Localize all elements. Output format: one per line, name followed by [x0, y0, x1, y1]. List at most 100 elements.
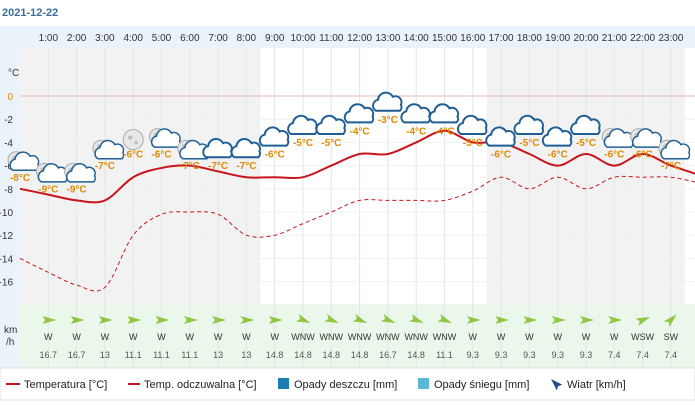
x-tick-label: 12:00: [347, 33, 372, 44]
x-tick-label: 16:00: [460, 33, 485, 44]
x-tick-label: 19:00: [545, 33, 570, 44]
wind-speed-label: 16.7: [40, 350, 58, 360]
wind-speed-label: 9.3: [580, 350, 593, 360]
wind-direction-label: W: [157, 332, 166, 342]
data-label-temperature: -5°C: [463, 138, 483, 149]
x-tick-label: 23:00: [658, 33, 683, 44]
x-tick-label: 5:00: [152, 33, 172, 44]
x-tick-label: 6:00: [180, 33, 200, 44]
wind-arrow-icon: [380, 314, 396, 323]
data-label-temperature: -4°C: [350, 126, 370, 137]
cloud-icon: [485, 126, 516, 147]
legend: Temperatura [°C] Temp. odczuwalna [°C] O…: [6, 378, 626, 391]
wind-arrow-icon: [212, 316, 227, 324]
y-tick-label: 0: [7, 92, 13, 103]
x-tick-label: 7:00: [208, 33, 228, 44]
wind-direction-label: W: [553, 332, 562, 342]
legend-box: [0, 367, 695, 401]
legend-snow-swatch: [418, 378, 429, 389]
wind-arrow-icon: [268, 316, 283, 324]
wind-speed-label: 13: [213, 350, 223, 360]
data-label-temperature: -5°C: [576, 138, 596, 149]
wind-band: [20, 304, 695, 368]
legend-rain-swatch: [278, 378, 289, 389]
wind-arrow-icon: [466, 316, 481, 324]
night-partly-cloudy-icon: [630, 128, 662, 148]
x-tick-label: 3:00: [95, 33, 115, 44]
wind-arrow-icon: [551, 316, 566, 324]
wind-speed-label: 7.4: [636, 350, 649, 360]
data-label-temperature: -6°C: [123, 150, 143, 161]
cloud-icon: [343, 103, 375, 124]
data-label-temperature: -6°C: [633, 150, 653, 161]
data-label-temperature: -5°C: [519, 138, 539, 149]
wind-speed-label: 11.1: [153, 350, 170, 360]
x-tick-label: 13:00: [375, 33, 400, 44]
wind-arrow-icon: [98, 316, 113, 324]
y-tick-label: -4: [4, 138, 13, 149]
night-partly-cloudy-icon: [92, 139, 125, 160]
data-label-temperature: -8°C: [10, 173, 30, 184]
data-label-temperature: -5°C: [293, 138, 313, 149]
wind-arrow-icon: [240, 316, 255, 324]
x-tick-label: 22:00: [630, 33, 655, 44]
y-tick-label: -10: [0, 208, 13, 219]
x-tick-label: 20:00: [573, 33, 598, 44]
cloud-icon: [428, 103, 460, 124]
x-tick-label: 2:00: [67, 33, 87, 44]
wind-arrow-icon: [352, 314, 368, 323]
x-tick-label: 21:00: [602, 33, 627, 44]
wind-direction-label: W: [525, 332, 534, 342]
x-tick-label: 9:00: [265, 33, 285, 44]
wind-arrow-icon: [635, 317, 651, 326]
wind-arrow-icon: [409, 314, 424, 323]
wind-direction-label: WNW: [348, 332, 372, 342]
wind-speed-label: 7.4: [608, 350, 621, 360]
data-label-temperature: -3°C: [378, 115, 398, 126]
night-partly-cloudy-icon: [149, 128, 181, 148]
wind-direction-label: W: [497, 332, 506, 342]
x-tick-label: 18:00: [517, 33, 542, 44]
night-partly-cloudy-icon: [601, 128, 634, 148]
x-tick-label: 4:00: [123, 33, 143, 44]
data-label-temperature: -6°C: [604, 150, 624, 161]
legend-snow: Opady śniegu [mm]: [434, 379, 529, 391]
data-label-temperature: -7°C: [661, 161, 681, 172]
series-feels-like-line: [19, 175, 695, 292]
wind-direction-label: W: [129, 332, 138, 342]
night-shade: [20, 48, 34, 304]
left-axis-band: [0, 26, 20, 368]
y-axis-unit: °C: [8, 68, 19, 79]
data-label-temperature: -6°C: [151, 150, 171, 161]
data-label-temperature: -9°C: [67, 184, 87, 195]
wind-speed-label: 9.3: [551, 350, 564, 360]
data-label-temperature: -4°C: [406, 126, 426, 137]
wind-speed-label: 14.8: [351, 350, 369, 360]
x-tick-label: 1:00: [39, 33, 59, 44]
wind-direction-label: W: [44, 332, 53, 342]
cloud-icon: [258, 126, 290, 147]
night-partly-cloudy-icon: [7, 151, 40, 172]
data-label-temperature: -6°C: [265, 150, 285, 161]
wind-speed-label: 11.1: [125, 350, 142, 360]
cloud-icon: [372, 91, 403, 112]
data-label-temperature: -7°C: [180, 161, 200, 172]
data-label-temperature: -6°C: [491, 150, 511, 161]
wind-speed-label: 14.8: [266, 350, 284, 360]
cloud-icon: [570, 114, 601, 135]
wind-speed-label: 16.7: [68, 350, 86, 360]
wind-speed-label: 14.8: [407, 350, 425, 360]
night-partly-cloudy-icon: [64, 162, 96, 183]
y-tick-label: -14: [0, 254, 13, 265]
y-tick-label: -12: [0, 231, 13, 242]
cloud-icon: [513, 114, 544, 135]
wind-arrow-icon: [295, 314, 311, 323]
wind-speed-label: 14.8: [323, 350, 341, 360]
wind-arrow-icon: [70, 316, 85, 324]
wind-speed-label: 13: [241, 350, 251, 360]
wind-direction-label: W: [469, 332, 478, 342]
wind-speed-label: 11.1: [181, 350, 198, 360]
data-label-temperature: -7°C: [208, 161, 228, 172]
